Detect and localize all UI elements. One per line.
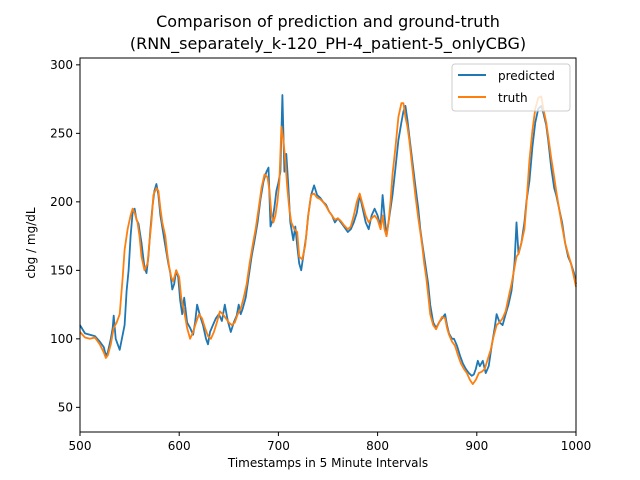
x-tick-label: 1000 <box>561 439 592 453</box>
x-tick-label: 500 <box>69 439 92 453</box>
legend: predicted truth <box>451 63 571 112</box>
y-tick-label: 200 <box>50 195 73 209</box>
x-tick-label: 600 <box>168 439 191 453</box>
y-tick-label: 150 <box>50 263 73 277</box>
series-line-truth <box>79 95 577 386</box>
legend-label-predicted: predicted <box>498 69 555 83</box>
legend-label-truth: truth <box>498 91 528 105</box>
chart-title: Comparison of prediction and ground-trut… <box>156 12 500 31</box>
y-axis-label: cbg / mg/dL <box>24 207 38 278</box>
x-axis-label: Timestamps in 5 Minute Intervals <box>227 456 428 470</box>
x-axis-ticks: 500 600 700 800 900 1000 <box>69 432 592 453</box>
y-tick-label: 50 <box>58 400 73 414</box>
plot-series <box>79 94 577 386</box>
x-tick-label: 800 <box>366 439 389 453</box>
axes-frame <box>79 57 577 433</box>
y-axis-ticks: 50 100 150 200 250 300 <box>50 58 80 414</box>
y-tick-label: 100 <box>50 332 73 346</box>
y-tick-label: 250 <box>50 126 73 140</box>
x-tick-label: 900 <box>465 439 488 453</box>
chart-subtitle: (RNN_separately_k-120_PH-4_patient-5_onl… <box>130 34 526 54</box>
y-tick-label: 300 <box>50 58 73 72</box>
x-tick-label: 700 <box>267 439 290 453</box>
